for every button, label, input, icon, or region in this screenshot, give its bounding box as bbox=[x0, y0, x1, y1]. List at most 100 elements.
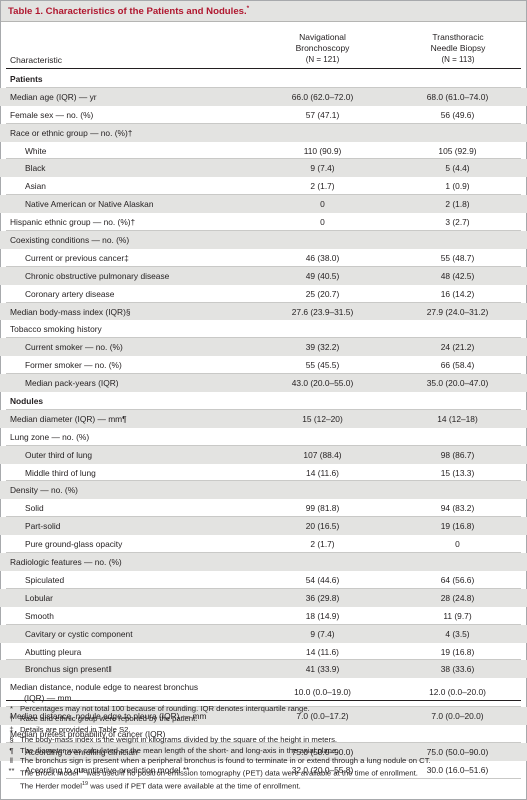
navigational-bronchoscopy-value: 0 bbox=[320, 217, 325, 228]
row-rule bbox=[6, 194, 521, 196]
table-row: Outer third of lung 107 (88.4) 98 (86.7) bbox=[0, 445, 527, 464]
row-rule bbox=[6, 480, 521, 482]
transthoracic-needle-biopsy-value: 48 (42.5) bbox=[440, 270, 475, 281]
navigational-bronchoscopy-value: 46 (38.0) bbox=[305, 252, 340, 263]
navigational-bronchoscopy-value: 36 (29.8) bbox=[305, 592, 340, 603]
table-row: Radiologic features — no. (%) bbox=[0, 553, 527, 571]
footnote-text: was used if no positron-emission tomogra… bbox=[84, 769, 418, 778]
row-label: Female sex — no. (%) bbox=[10, 109, 94, 120]
navigational-bronchoscopy-value: 18 (14.9) bbox=[305, 610, 340, 621]
table-row: Former smoker — no. (%) 55 (45.5) 66 (58.4… bbox=[0, 356, 527, 375]
navigational-bronchoscopy-value: 43.0 (20.0–55.0) bbox=[291, 378, 354, 389]
column-header-transthoracic-needle-biopsy: Transthoracic Needle Biopsy (N = 113) bbox=[430, 32, 486, 64]
transthoracic-needle-biopsy-value: 105 (92.9) bbox=[438, 145, 477, 156]
footnote-text: The bronchus sign is present when a peri… bbox=[20, 756, 431, 766]
table-row: Median distance, nodule edge to nearest … bbox=[0, 678, 527, 708]
transthoracic-needle-biopsy-value: 75.0 (50.0–90.0) bbox=[426, 747, 489, 758]
table-row: Median pack-years (IQR) 43.0 (20.0–55.0) 3… bbox=[0, 374, 527, 393]
transthoracic-needle-biopsy-value: 27.9 (24.0–31.2) bbox=[426, 306, 489, 317]
footnote-symbol: * bbox=[10, 704, 13, 713]
table-row: Density — no. (%) bbox=[0, 481, 527, 500]
table-row: Part-solid 20 (16.5) 19 (16.8) bbox=[0, 517, 527, 536]
table-body: Patients Median age (IQR) — yr 66.0 (62.0–… bbox=[0, 70, 527, 779]
row-rule bbox=[6, 587, 521, 589]
navigational-bronchoscopy-value: 41 (33.9) bbox=[305, 664, 340, 675]
navigational-bronchoscopy-value: 32.0 (20.0–55.8) bbox=[291, 764, 354, 775]
row-rule bbox=[6, 373, 521, 375]
transthoracic-needle-biopsy-value: 35.0 (20.0–47.0) bbox=[426, 378, 489, 389]
row-rule bbox=[6, 158, 521, 160]
table-row: Chronic obstructive pulmonary disease 49 … bbox=[0, 266, 527, 285]
row-rule bbox=[6, 122, 521, 124]
table-row: Coexisting conditions — no. (%) bbox=[0, 231, 527, 249]
navigational-bronchoscopy-value: 25 (20.7) bbox=[305, 288, 340, 299]
navigational-bronchoscopy-value: 110 (90.9) bbox=[303, 145, 342, 156]
footnote: † Race and ethnic group were reported by … bbox=[6, 714, 521, 724]
table-title: Table 1. Characteristics of the Patients… bbox=[8, 5, 250, 18]
navigational-bronchoscopy-value: 9 (7.4) bbox=[310, 163, 335, 174]
table-row: Hispanic ethnic group — no. (%)† 0 3 (2.7) bbox=[0, 213, 527, 232]
table-row: Smooth 18 (14.9) 11 (9.7) bbox=[0, 607, 527, 625]
footnote-symbol: ** bbox=[8, 766, 15, 776]
transthoracic-needle-biopsy-value: 14 (12–18) bbox=[437, 413, 478, 424]
row-rule bbox=[6, 444, 521, 446]
footnotes: * Percentages may not total 100 because o… bbox=[6, 704, 521, 792]
footnote-text: Details are provided in Table S2. bbox=[20, 724, 131, 734]
table-row: Race or ethnic group — no. (%)† bbox=[0, 123, 527, 142]
navigational-bronchoscopy-value: 39 (32.2) bbox=[305, 342, 340, 353]
transthoracic-needle-biopsy-value: 16 (14.2) bbox=[440, 288, 475, 299]
reference-number: 19 bbox=[81, 781, 89, 788]
row-label: Hispanic ethnic group — no. (%)† bbox=[10, 217, 136, 228]
table-row: Lobular 36 (29.8) 28 (24.8) bbox=[0, 588, 527, 607]
row-rule bbox=[6, 552, 521, 554]
footnote: ¶ The diameter was calculated as the mean… bbox=[6, 746, 521, 756]
row-rule bbox=[6, 706, 521, 708]
footnote: * Percentages may not total 100 because o… bbox=[6, 704, 521, 714]
row-label: Cavitary or cystic component bbox=[25, 628, 133, 639]
row-label: Lobular bbox=[25, 592, 53, 603]
navigational-bronchoscopy-value: 2 (1.7) bbox=[310, 539, 335, 550]
table-row: Coronary artery disease 25 (20.7) 16 (14.2… bbox=[0, 285, 527, 303]
footnote-text: was used if PET data were available at t… bbox=[88, 781, 301, 791]
navigational-bronchoscopy-value: 7.0 (0.0–17.2) bbox=[296, 711, 349, 722]
transthoracic-needle-biopsy-value: 94 (83.2) bbox=[440, 503, 475, 514]
row-label: Median pack-years (IQR) bbox=[25, 378, 119, 389]
row-label: Former smoker — no. (%) bbox=[25, 360, 122, 371]
table-row: Solid 99 (81.8) 94 (83.2) bbox=[0, 499, 527, 518]
navigational-bronchoscopy-value: 14 (11.6) bbox=[306, 467, 339, 478]
table-row: Asian 2 (1.7) 1 (0.9) bbox=[0, 177, 527, 196]
footnote-symbol: ¶ bbox=[9, 745, 14, 755]
row-label: Bronchus sign present‖ bbox=[25, 664, 112, 675]
row-rule bbox=[6, 301, 521, 303]
table-row: Middle third of lung 14 (11.6) 15 (13.3) bbox=[0, 464, 527, 482]
row-rule bbox=[6, 516, 521, 518]
row-label: Native American or Native Alaskan bbox=[25, 199, 154, 210]
table-title-bar: Table 1. Characteristics of the Patients… bbox=[1, 1, 526, 22]
reference-number: 18 bbox=[78, 768, 85, 775]
row-label: Density — no. (%) bbox=[10, 485, 78, 496]
row-label: Middle third of lung bbox=[25, 467, 96, 478]
table-row: Pure ground-glass opacity 2 (1.7) 0 bbox=[0, 535, 527, 554]
table-row: Native American or Native Alaskan 0 2 (1.8… bbox=[0, 195, 527, 214]
row-rule bbox=[6, 265, 521, 267]
row-rule bbox=[6, 337, 521, 339]
transthoracic-needle-biopsy-value: 2 (1.8) bbox=[445, 199, 470, 210]
table-row: Median age (IQR) — yr 66.0 (62.0–72.0) 68.… bbox=[0, 87, 527, 106]
transthoracic-needle-biopsy-value: 11 (9.7) bbox=[443, 610, 472, 621]
row-rule bbox=[6, 86, 521, 88]
row-label: Median age (IQR) — yr bbox=[10, 91, 97, 102]
footnote-symbol: † bbox=[9, 714, 14, 724]
row-label: Current or previous cancer‡ bbox=[25, 252, 129, 263]
row-label: Chronic obstructive pulmonary disease bbox=[25, 270, 170, 281]
row-label: Asian bbox=[25, 181, 46, 192]
navigational-bronchoscopy-value: 10.0 (0.0–19.0) bbox=[294, 687, 351, 698]
transthoracic-needle-biopsy-value: 64 (56.6) bbox=[440, 574, 475, 585]
navigational-bronchoscopy-value: 15 (12–20) bbox=[302, 413, 343, 424]
row-label: Spiculated bbox=[25, 574, 65, 585]
row-rule bbox=[6, 742, 521, 744]
table-row: Abutting pleura 14 (11.6) 19 (16.8) bbox=[0, 643, 527, 661]
transthoracic-needle-biopsy-value: 15 (13.3) bbox=[440, 467, 475, 478]
footnote-text: The Brock model bbox=[20, 769, 79, 778]
row-label: Smooth bbox=[25, 610, 54, 621]
transthoracic-needle-biopsy-value: 0 bbox=[455, 539, 460, 550]
